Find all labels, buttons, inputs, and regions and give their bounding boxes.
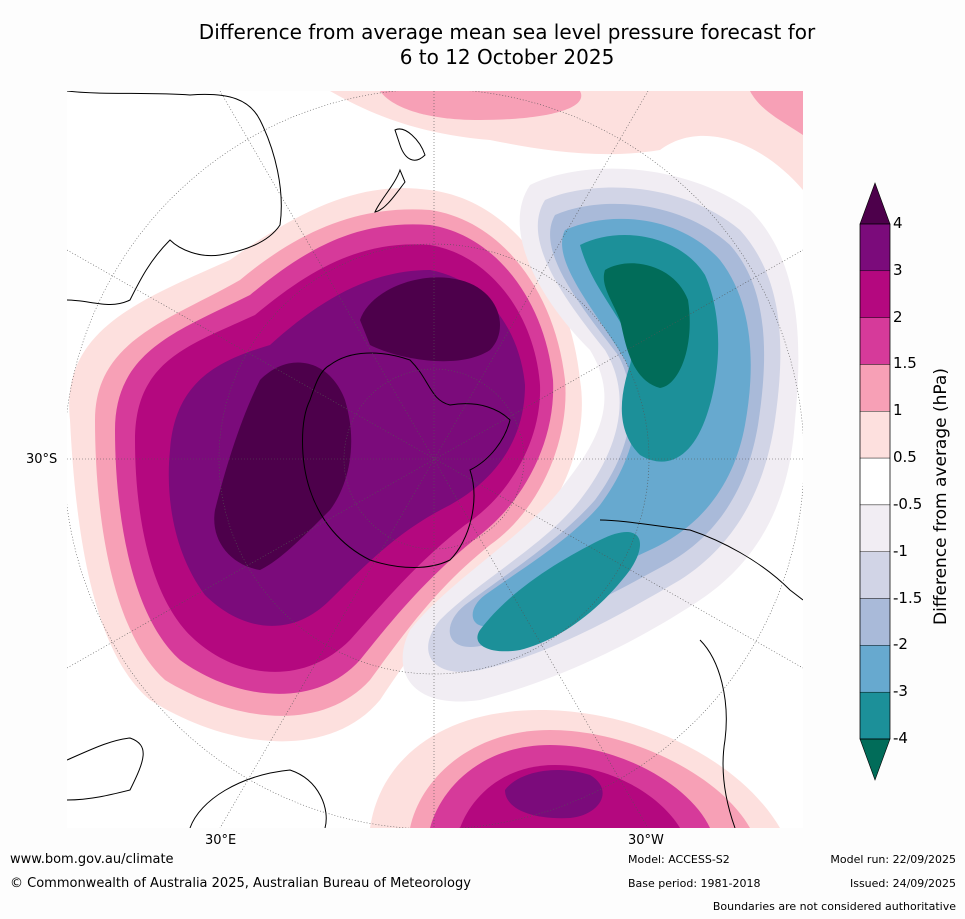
colorbar-box — [859, 691, 891, 740]
colorbar-tick-label: 2 — [893, 307, 903, 326]
colorbar-box — [859, 598, 891, 646]
colorbar-title: Difference from average (hPa) — [931, 368, 951, 625]
colorbar-tick-label: 3 — [893, 260, 903, 279]
title-line-2: 6 to 12 October 2025 — [399, 45, 615, 69]
colorbar-extend-bottom — [859, 738, 891, 781]
colorbar-box — [859, 411, 891, 459]
colorbar-tick-label: -4 — [893, 729, 908, 747]
footer-model-run: Model run: 22/09/2025 — [830, 853, 956, 866]
positive-anomaly-antarctic — [69, 188, 582, 742]
colorbar-boxes — [859, 223, 891, 740]
colorbar-box — [859, 645, 891, 693]
colorbar-extend-top — [859, 182, 891, 225]
colorbar-box — [859, 457, 891, 506]
colorbar-tick-label: -1.5 — [893, 588, 923, 607]
coast-antarctica — [302, 352, 511, 568]
colorbar-box — [859, 223, 891, 272]
colorbar-tick-label: -2 — [893, 635, 908, 654]
colorbar-box — [859, 270, 891, 318]
footer-copyright: © Commonwealth of Australia 2025, Austra… — [10, 876, 471, 891]
colorbar-tick-label: 4 — [893, 214, 903, 232]
footer-disclaimer: Boundaries are not considered authoritat… — [712, 900, 956, 913]
lon-label-30w: 30°W — [628, 833, 664, 848]
colorbar-tick-label: 1.5 — [893, 354, 917, 373]
title-line-1: Difference from average mean sea level p… — [198, 20, 816, 44]
colorbar-tick-label: -1 — [893, 541, 908, 560]
colorbar-tick-label: 1 — [893, 401, 903, 420]
colorbar-tick-label: 0.5 — [893, 448, 917, 467]
footer-model: Model: ACCESS-S2 — [628, 853, 730, 866]
positive-anomaly-atlantic — [370, 710, 780, 828]
colorbar-tick-label: -0.5 — [893, 494, 923, 513]
negative-anomaly-pacific — [402, 168, 799, 702]
map-plot-area — [67, 91, 803, 828]
colorbar-box — [859, 364, 891, 412]
coast-new-zealand — [374, 128, 426, 213]
positive-anomaly-north — [330, 91, 803, 190]
graticule — [67, 91, 803, 828]
lon-label-30e: 30°E — [205, 833, 237, 848]
colorbar — [859, 182, 891, 781]
footer-issued: Issued: 24/09/2025 — [849, 877, 956, 890]
colorbar-frame — [859, 223, 891, 740]
map-title: Difference from average mean sea level p… — [0, 20, 965, 70]
footer-url[interactable]: www.bom.gov.au/climate — [10, 852, 174, 867]
coast-africa — [67, 737, 327, 828]
footer-base-period: Base period: 1981-2018 — [628, 877, 761, 890]
colorbar-box — [859, 504, 891, 552]
coast-south-america — [599, 519, 803, 828]
colorbar-box — [859, 317, 891, 365]
colorbar-tick-label: -3 — [893, 682, 908, 701]
lat-label-30s: 30°S — [26, 452, 58, 467]
colorbar-box — [859, 551, 891, 599]
